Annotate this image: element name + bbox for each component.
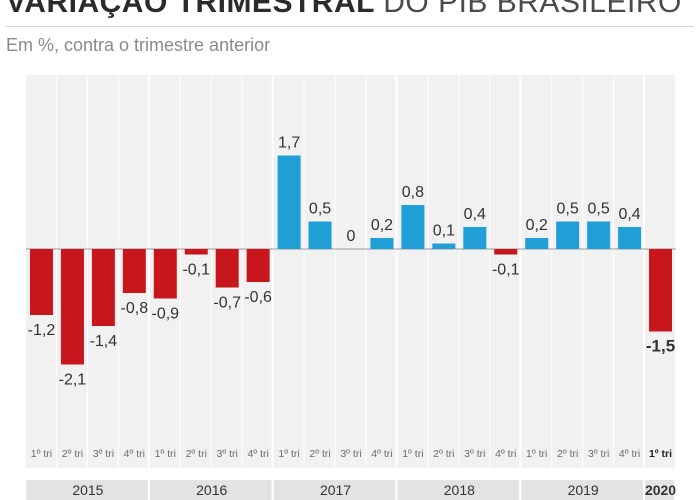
bar (91, 249, 115, 326)
x-tick-label: 1º tri (31, 448, 52, 460)
bar (370, 238, 394, 249)
column-background (273, 75, 304, 468)
data-label: -0,9 (151, 306, 179, 323)
year-band (26, 480, 148, 500)
bar (432, 243, 456, 249)
x-tick-label: 4º tri (619, 448, 640, 460)
year-label: 2018 (444, 482, 475, 498)
x-tick-label: 2º tri (557, 448, 578, 460)
year-band (149, 480, 272, 500)
x-tick-label: 2º tri (433, 448, 454, 460)
x-tick-label: 1º tri (649, 448, 672, 460)
data-label: 0,4 (618, 206, 640, 223)
bar (122, 249, 146, 293)
year-label: 2016 (196, 482, 227, 498)
data-label: -0,8 (121, 300, 149, 317)
year-label: 2020 (645, 482, 676, 498)
column-background (614, 75, 645, 468)
bar (246, 249, 270, 282)
x-tick-label: 1º tri (278, 448, 299, 460)
bar (494, 249, 518, 255)
column-background (490, 75, 521, 468)
data-label: -1,2 (28, 322, 56, 339)
column-background (180, 75, 211, 468)
data-label: -0,7 (213, 295, 241, 312)
x-tick-label: 3º tri (340, 448, 361, 460)
data-label: 0,5 (557, 201, 579, 218)
bar (618, 227, 642, 249)
data-label: 0,2 (371, 217, 393, 234)
x-tick-label: 3º tri (588, 448, 609, 460)
data-label: -0,1 (492, 262, 520, 279)
year-label: 2017 (320, 482, 351, 498)
column-background (366, 75, 397, 468)
year-label: 2019 (568, 482, 599, 498)
bar (525, 238, 549, 249)
column-background (304, 75, 335, 468)
year-band (645, 480, 674, 500)
year-band (397, 480, 520, 500)
x-tick-label: 1º tri (155, 448, 176, 460)
bar (153, 249, 177, 299)
bar (29, 249, 53, 315)
bar (556, 221, 580, 249)
data-label: 0,8 (402, 184, 424, 201)
data-label: -2,1 (59, 372, 87, 389)
column-background (552, 75, 583, 468)
year-label: 2015 (72, 482, 103, 498)
x-tick-label: 1º tri (526, 448, 547, 460)
chart-title-bold: VARIAÇÃO TRIMESTRAL (6, 0, 375, 19)
data-label: 0,5 (309, 201, 331, 218)
x-tick-label: 2º tri (186, 448, 207, 460)
x-tick-label: 4º tri (124, 448, 145, 460)
column-background (428, 75, 459, 468)
column-background (521, 75, 552, 468)
bar (463, 227, 487, 249)
data-label: 0,5 (587, 201, 609, 218)
data-label: -1,5 (646, 337, 675, 356)
x-tick-label: 2º tri (309, 448, 330, 460)
data-label: 0,1 (433, 223, 455, 240)
data-label: -0,1 (182, 262, 210, 279)
column-background (459, 75, 490, 468)
data-label: 0,4 (464, 206, 486, 223)
data-label: 0,2 (526, 217, 548, 234)
year-band (521, 480, 644, 500)
bar (215, 249, 239, 288)
data-label: 1,7 (278, 135, 300, 152)
column-background (397, 75, 428, 468)
bar (184, 249, 208, 255)
year-band (273, 480, 396, 500)
chart-title: VARIAÇÃO TRIMESTRAL DO PIB BRASILEIRO (6, 0, 682, 20)
x-tick-label: 4º tri (247, 448, 268, 460)
x-tick-label: 4º tri (495, 448, 516, 460)
x-tick-label: 3º tri (93, 448, 114, 460)
chart-subtitle: Em %, contra o trimestre anterior (6, 35, 271, 55)
data-label: -0,6 (244, 289, 272, 306)
column-background (335, 75, 366, 468)
bar (308, 221, 332, 249)
bar (60, 249, 84, 365)
x-tick-label: 3º tri (464, 448, 485, 460)
x-tick-label: 3º tri (217, 448, 238, 460)
title-divider (6, 26, 694, 27)
x-tick-label: 1º tri (402, 448, 423, 460)
bar (587, 221, 611, 249)
bar (401, 205, 425, 249)
chart-title-light: DO PIB BRASILEIRO (383, 0, 682, 19)
x-tick-label: 2º tri (62, 448, 83, 460)
bar (277, 155, 301, 249)
data-label: -1,4 (90, 333, 118, 350)
column-background (583, 75, 614, 468)
bar (649, 249, 673, 332)
data-label: 0 (347, 228, 356, 245)
x-tick-label: 4º tri (371, 448, 392, 460)
